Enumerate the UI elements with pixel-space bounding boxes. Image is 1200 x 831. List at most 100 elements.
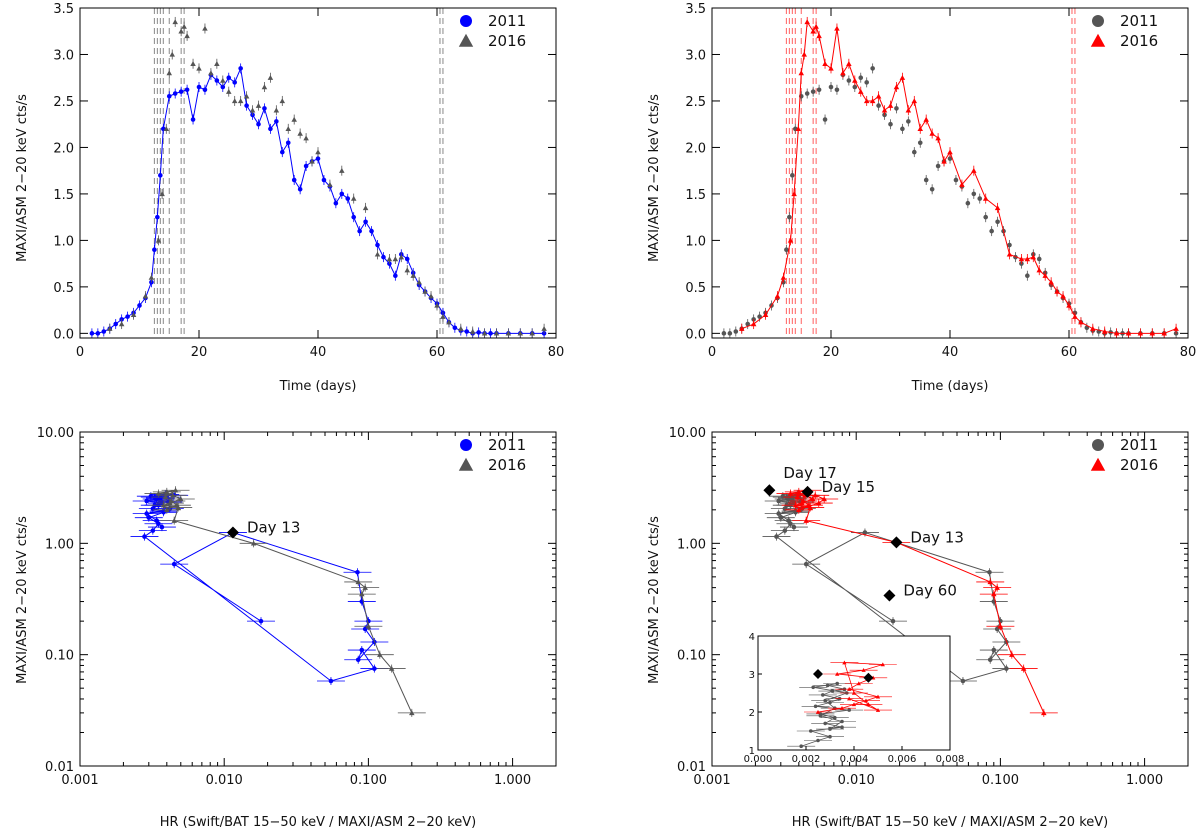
panel-1-point-2011 (870, 66, 875, 71)
panel-1-ytick-label: 3.0 (685, 48, 706, 63)
panel-3-point-2011 (782, 528, 788, 533)
panel-0-point-2016 (181, 23, 187, 29)
panel-1-ytick-label: 0.5 (685, 281, 706, 296)
panel-1-point-2011 (995, 219, 1000, 225)
panel-1-point-2011 (816, 87, 822, 93)
panel-0-point-2016 (440, 313, 446, 319)
panel-3-inset-point-2011 (828, 727, 832, 731)
panel-0-point-2011 (280, 149, 285, 155)
panel-0-xtick-label: 0 (76, 345, 84, 360)
panel-0-point-2016 (106, 325, 113, 331)
panel-3-inset-point-2011 (835, 681, 839, 686)
panel-0-point-2016 (297, 130, 303, 136)
panel-0-point-2016 (362, 205, 369, 211)
panel-3-annotation-marker (763, 484, 776, 497)
panel-2-legend-label: 2016 (488, 456, 526, 474)
panel-1-ytick-label: 2.0 (685, 141, 706, 156)
panel-0-point-2011 (190, 117, 196, 122)
panel-1-point-2016 (791, 191, 797, 197)
panel-0-point-2016 (279, 98, 286, 104)
panel-2-point-2016 (377, 651, 383, 657)
panel-1-frame (711, 7, 1189, 339)
panel-0-point-2011 (214, 78, 220, 83)
panel-0-legend-marker (458, 33, 474, 47)
panel-1-point-2011 (804, 91, 810, 96)
panel-2-xtick-label: 0.100 (350, 773, 387, 788)
panel-2-point-2016 (355, 579, 361, 585)
panel-2-legend-marker (460, 439, 472, 451)
panel-1-point-2016 (1066, 302, 1072, 308)
panel-1-point-2016 (875, 93, 882, 99)
panel-1-point-2011 (864, 80, 869, 85)
panel-1-point-2016 (863, 98, 870, 104)
panel-1-legend-marker (1092, 15, 1104, 27)
panel-3-point-2011 (778, 515, 784, 520)
panel-1-point-2016 (1006, 251, 1013, 257)
panel-0-point-2011 (155, 214, 160, 220)
panel-1-point-2016 (738, 325, 745, 331)
panel-0-point-2011 (476, 330, 481, 335)
panel-0-point-2016 (255, 102, 262, 108)
panel-1-point-2016 (857, 88, 864, 94)
panel-1-point-2016 (929, 130, 935, 136)
panel-0-point-2016 (208, 70, 214, 76)
panel-0-point-2016 (261, 84, 268, 90)
panel-0-point-2016 (428, 293, 434, 299)
panel-3-legend-marker (1092, 439, 1104, 451)
panel-0-xtick-label: 40 (310, 345, 327, 360)
panel-1-series-line-2016 (741, 20, 1177, 334)
panel-1-point-2011 (790, 173, 795, 178)
panel-0-point-2016 (148, 274, 155, 280)
panel-1-point-2016 (813, 23, 819, 29)
panel-0-point-2011 (351, 214, 357, 220)
panel-0-point-2011 (375, 242, 380, 248)
panel-0-point-2011 (101, 329, 107, 334)
panel-0-point-2016 (163, 126, 170, 132)
panel-2-ylabel: MAXI/ASM 2−20 keV cts/s (15, 516, 30, 684)
panel-0-point-2011 (297, 186, 303, 192)
panel-3-inset-point-2016 (842, 660, 847, 665)
panel-0-point-2016 (404, 267, 411, 273)
panel-0-point-2016 (315, 149, 321, 155)
panel-0-point-2016 (237, 98, 244, 104)
panel-1-xtick-label: 20 (823, 345, 840, 360)
panel-2-point-2016 (164, 489, 170, 495)
panel-2-point-2016 (164, 507, 170, 513)
panel-1-point-2011 (828, 84, 834, 90)
panel-0-xtick-label: 20 (191, 345, 208, 360)
panel-1-point-2016 (911, 98, 918, 104)
panel-2-point-2016 (174, 502, 180, 508)
panel-0-point-2016 (350, 195, 357, 201)
panel-1-point-2016 (971, 167, 977, 173)
panel-1-point-2011 (929, 186, 935, 192)
panel-0-point-2011 (256, 121, 261, 127)
panel-0-point-2011 (178, 89, 184, 94)
panel-1-point-2011 (784, 247, 789, 252)
panel-3-point-2011 (890, 618, 896, 624)
panel-0-point-2011 (274, 119, 279, 124)
panel-0-point-2016 (309, 158, 315, 164)
panel-1-point-2016 (795, 126, 802, 132)
panel-1-xlabel: Time (days) (911, 379, 989, 394)
panel-0-ytick-label: 3.5 (53, 2, 74, 17)
panel-1-point-2011 (727, 331, 733, 336)
panel-3-inset-line-2011 (801, 683, 850, 747)
panel-0-point-2016 (202, 25, 208, 31)
panel-1-point-2011 (989, 228, 994, 234)
panel-0-legend-marker (460, 15, 472, 27)
panel-0-xtick-label: 80 (548, 345, 565, 360)
panel-3-xtick-label: 1.000 (1126, 773, 1163, 788)
panel-1-point-2016 (798, 70, 805, 76)
panel-0-point-2016 (469, 328, 476, 334)
panel-2-point-2016 (362, 584, 368, 590)
panel-hardness-2016: HR (Swift/BAT 15−50 keV / MAXI/ASM 2−20 … (647, 426, 1189, 830)
panel-3-annotation-marker (890, 536, 903, 549)
panel-2-point-2016 (172, 487, 179, 493)
panel-3-inset-xtick-label: 0.004 (840, 754, 869, 765)
panel-0-point-2016 (142, 293, 149, 299)
panel-2-legend-marker (458, 457, 474, 471)
panel-1-point-2016 (1173, 325, 1179, 331)
panel-0-point-2016 (249, 107, 256, 113)
panel-0-point-2016 (214, 61, 220, 66)
panel-2-xtick-label: 0.010 (206, 773, 243, 788)
